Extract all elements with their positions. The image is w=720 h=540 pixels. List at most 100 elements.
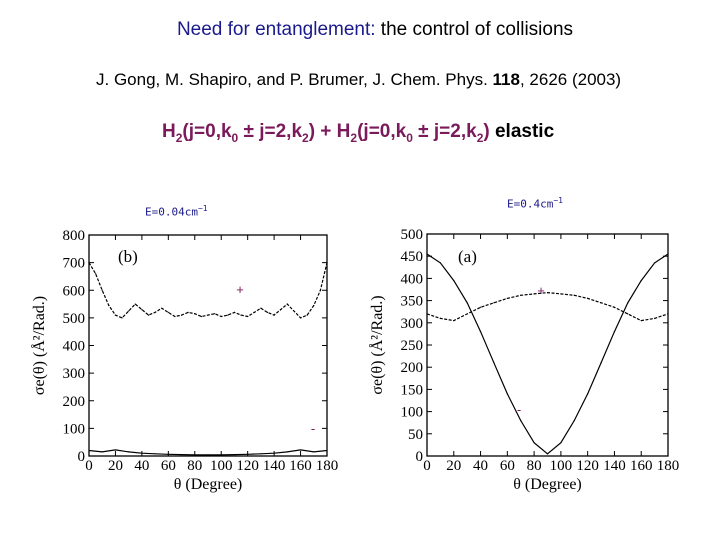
- energy-value: E=0.4cm: [507, 197, 554, 211]
- x-tick-label: 80: [527, 458, 542, 474]
- data-point: [600, 362, 602, 364]
- data-point: [587, 297, 589, 299]
- data-point: [273, 452, 275, 454]
- data-point: [319, 289, 321, 291]
- data-point: [439, 262, 441, 264]
- data-point: [266, 311, 269, 313]
- data-point: [627, 313, 629, 315]
- data-point: [479, 306, 482, 308]
- y-tick-label: 200: [401, 360, 424, 376]
- data-point: [286, 451, 288, 453]
- x-tick-label: 100: [550, 458, 573, 474]
- reaction-part: ): [483, 121, 490, 142]
- data-point: [101, 289, 103, 291]
- data-point: [253, 311, 255, 313]
- data-point: [247, 315, 249, 318]
- data-point: [260, 307, 262, 309]
- reaction-subscript: 0: [231, 130, 239, 145]
- data-point: [95, 273, 97, 275]
- y-tick-label: 350: [401, 294, 424, 310]
- data-point: [214, 313, 216, 315]
- y-tick-label: 50: [408, 427, 423, 443]
- data-point: [453, 280, 455, 282]
- data-point: [299, 449, 302, 451]
- data-point: [479, 331, 482, 333]
- panel-label: (a): [458, 247, 477, 266]
- data-point: [493, 362, 495, 364]
- y-tick-label: 400: [63, 339, 86, 355]
- x-tick-label: 40: [134, 458, 149, 474]
- data-point: [194, 454, 196, 456]
- x-tick-label: 20: [446, 458, 461, 474]
- y-tick-label: 300: [63, 366, 86, 382]
- series-marker-label: +: [236, 282, 244, 297]
- data-point: [426, 313, 428, 315]
- y-tick-label: 300: [401, 316, 424, 332]
- energy-unit-exponent: −1: [197, 204, 208, 213]
- data-point: [326, 449, 328, 452]
- data-point: [286, 303, 288, 305]
- x-tick-label: 180: [316, 458, 339, 474]
- energy-value: E=0.04cm: [145, 205, 198, 219]
- reference-pages-year: , 2626 (2003): [519, 70, 622, 89]
- data-point: [180, 314, 183, 316]
- data-point: [121, 317, 123, 319]
- data-point: [313, 304, 315, 307]
- data-point: [161, 307, 163, 309]
- data-point: [134, 303, 136, 305]
- data-point: [627, 302, 629, 304]
- y-tick-label: 600: [63, 283, 86, 299]
- data-point: [640, 280, 642, 282]
- y-tick-label: 700: [63, 256, 86, 272]
- energy-label-right: E=0.4cm−1: [507, 196, 563, 211]
- series-marker-label: -: [311, 421, 315, 436]
- data-point: [141, 452, 143, 454]
- data-point: [114, 449, 117, 451]
- chart-panel-a: 0 20 40 60 80 100 120 140 160 1800501001502002503…: [368, 227, 679, 493]
- data-point: [167, 311, 169, 313]
- x-axis-label: θ (Degree): [513, 476, 582, 493]
- data-point: [533, 442, 535, 444]
- data-point: [439, 317, 441, 319]
- reaction-subscript: 2: [175, 130, 183, 145]
- y-axis-label: σe(θ) (Å²/Rad.): [30, 296, 48, 395]
- data-point: [466, 302, 468, 304]
- x-tick-label: 0: [85, 458, 93, 474]
- y-tick-label: 0: [78, 449, 86, 465]
- x-tick-label: 80: [187, 458, 202, 474]
- reaction-subscript: 0: [406, 130, 413, 145]
- reaction-part: ± j=2,k: [238, 121, 303, 142]
- y-tick-label: 150: [401, 382, 424, 398]
- data-point: [207, 314, 209, 316]
- series-line: [426, 253, 669, 455]
- slide-title: Need for entanglement: the control of co…: [0, 19, 720, 41]
- x-tick-label: 0: [423, 458, 431, 474]
- series-line: [88, 449, 328, 456]
- x-tick-label: 20: [108, 458, 123, 474]
- data-point: [247, 453, 249, 455]
- x-tick-label: 180: [657, 458, 680, 474]
- data-point: [147, 314, 150, 316]
- y-tick-label: 800: [63, 228, 86, 244]
- x-tick-label: 140: [603, 458, 626, 474]
- data-point: [533, 293, 535, 295]
- y-tick-label: 500: [63, 311, 86, 327]
- series-marker-label: +: [537, 283, 545, 298]
- data-point: [546, 453, 549, 455]
- title-highlight: Need for entanglement:: [176, 19, 376, 40]
- x-tick-label: 120: [236, 458, 259, 474]
- data-point: [240, 314, 242, 316]
- reaction-part: H: [162, 121, 176, 142]
- data-point: [128, 310, 130, 312]
- title-rest: the control of collisions: [375, 19, 574, 40]
- y-tick-label: 200: [63, 394, 86, 410]
- data-point: [114, 314, 117, 316]
- y-tick-label: 250: [401, 338, 424, 354]
- plot-frame: [88, 234, 328, 457]
- data-point: [493, 302, 495, 304]
- data-point: [194, 313, 196, 315]
- data-point: [326, 262, 328, 264]
- series-marker-label: -: [517, 402, 521, 417]
- data-point: [180, 454, 183, 456]
